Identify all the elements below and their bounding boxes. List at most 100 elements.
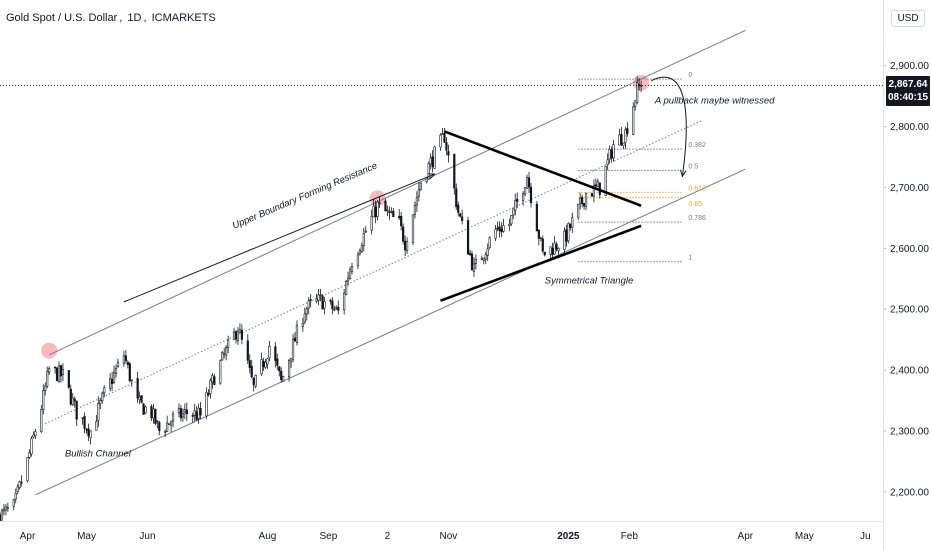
- candle: [140, 395, 143, 404]
- candle-body-down: [213, 376, 216, 385]
- candle: [372, 198, 375, 218]
- candle-body-down: [329, 300, 332, 302]
- channel-line-channel-upper: [48, 29, 746, 356]
- candle-body-up: [413, 205, 417, 215]
- triangle-line-lower: [440, 224, 642, 302]
- candle: [28, 449, 31, 459]
- candle-body-up: [99, 400, 102, 405]
- last-price-tag: 2,867.64 08:40:15: [886, 76, 930, 107]
- candle: [236, 327, 240, 345]
- channel-midline: [45, 120, 703, 425]
- candle-body-up: [109, 378, 112, 389]
- candle: [156, 419, 159, 429]
- candle-body-up: [28, 452, 31, 458]
- candle: [295, 320, 299, 346]
- candle: [287, 358, 291, 382]
- candle: [262, 357, 265, 371]
- candle-body-down: [126, 362, 129, 365]
- candle-body-up: [636, 82, 639, 103]
- candle-body-down: [240, 329, 243, 340]
- candle-body-down: [321, 295, 324, 310]
- candle: [398, 209, 401, 221]
- candle: [496, 221, 499, 232]
- candle-body-up: [232, 331, 236, 340]
- candle-body-up: [116, 361, 120, 367]
- candle: [445, 137, 448, 156]
- y-tick-label: 2,800.00: [890, 122, 929, 133]
- candle: [567, 222, 570, 244]
- fib-label-0.65: 0.65: [688, 201, 702, 208]
- candle-body-down: [280, 370, 283, 381]
- candle: [6, 502, 9, 512]
- candle-body-up: [577, 203, 580, 218]
- candle-body-up: [376, 201, 379, 217]
- candle: [384, 198, 387, 212]
- pullback-arrow: [650, 76, 687, 176]
- candle: [2, 504, 6, 516]
- broker-label: ICMARKETS: [151, 12, 216, 24]
- candle-body-up: [348, 269, 352, 279]
- candle: [360, 242, 363, 254]
- candle-body-up: [122, 355, 125, 364]
- currency-label[interactable]: USD: [891, 9, 925, 27]
- candle: [610, 146, 613, 163]
- candle: [67, 370, 70, 390]
- candle-body-up: [378, 202, 381, 204]
- fib-label-1: 1: [688, 255, 692, 262]
- candle: [429, 153, 432, 170]
- candle-body-up: [606, 159, 609, 165]
- candle: [227, 335, 230, 354]
- candle-body-up: [219, 360, 222, 384]
- candle-body-down: [168, 423, 171, 425]
- candle: [276, 353, 279, 370]
- candle-body-down: [81, 417, 84, 419]
- candle: [319, 288, 322, 302]
- candle: [529, 182, 533, 208]
- candle-body-down: [543, 251, 546, 256]
- candle: [433, 145, 436, 169]
- candle-body-down: [569, 223, 572, 228]
- candle-body-up: [0, 510, 4, 521]
- x-tick-label: Sep: [320, 531, 338, 542]
- candle-body-up: [345, 281, 348, 295]
- candle: [207, 389, 210, 397]
- candle: [335, 305, 338, 311]
- candle: [571, 212, 574, 234]
- candle-body-down: [250, 365, 253, 378]
- candle-body-up: [205, 392, 208, 417]
- candle: [4, 504, 7, 516]
- candle-body-up: [193, 410, 196, 416]
- candle-body-down: [185, 409, 188, 415]
- candle: [356, 251, 360, 270]
- candle-body-down: [246, 340, 249, 361]
- candle: [555, 241, 558, 252]
- candle-body-down: [470, 253, 474, 271]
- candle-body-down: [455, 188, 458, 208]
- currency-selector[interactable]: USD: [884, 0, 932, 36]
- candle: [34, 428, 37, 439]
- candle-body-down: [404, 240, 407, 251]
- candle-body-down: [252, 377, 255, 385]
- candle: [388, 206, 391, 220]
- candle-body-up: [301, 322, 304, 327]
- candle: [181, 408, 184, 422]
- candle-body-up: [266, 358, 269, 365]
- candle: [315, 293, 318, 304]
- candle: [225, 345, 228, 361]
- candle: [240, 324, 243, 345]
- candle-body-down: [500, 228, 503, 233]
- candle: [386, 205, 389, 216]
- x-tick-label: Apr: [738, 531, 754, 542]
- candle-body-up: [350, 266, 354, 272]
- candle: [124, 350, 127, 364]
- candle-body-up: [362, 233, 365, 246]
- x-tick-label: Aug: [259, 531, 277, 542]
- candle-body-down: [581, 196, 584, 204]
- candle-body-down: [457, 204, 460, 213]
- candle-body-down: [459, 213, 462, 217]
- candle-body-up: [482, 257, 485, 261]
- candle: [350, 262, 354, 275]
- candle: [85, 427, 88, 434]
